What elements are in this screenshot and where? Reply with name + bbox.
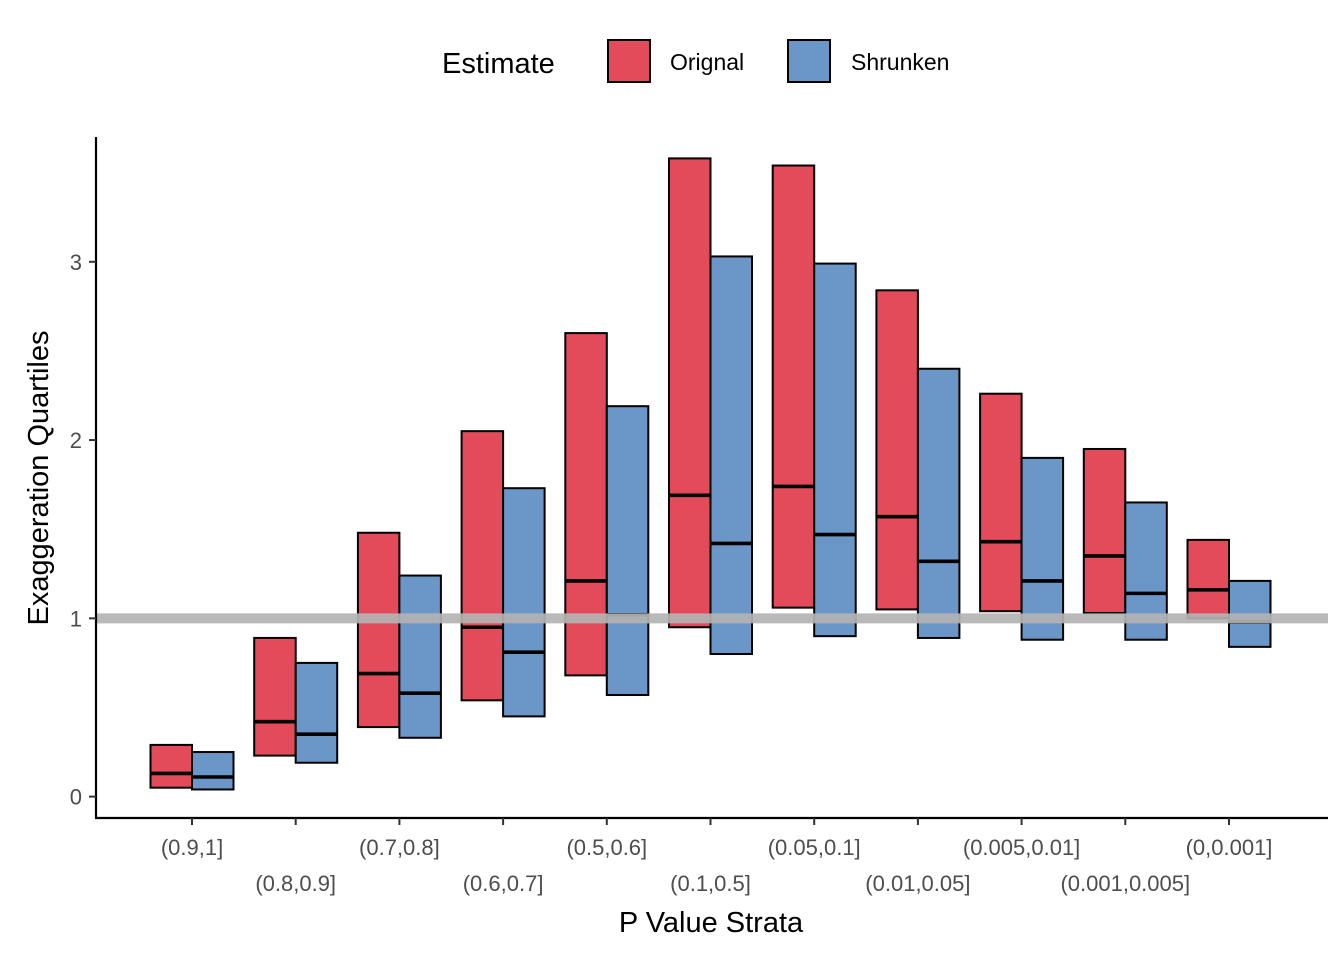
box-shrunken-4 xyxy=(605,405,650,696)
box-shrunken-3 xyxy=(502,487,546,718)
legend-label-shrunken: Shrunken xyxy=(851,49,949,75)
x-tick-label-9: (0.001,0.005] xyxy=(1060,871,1190,896)
box-orignal-6 xyxy=(771,164,816,609)
legend-swatch-orignal xyxy=(607,39,651,83)
box-orignal-9 xyxy=(1082,447,1127,614)
legend-swatch-shrunken xyxy=(787,39,831,83)
x-tick-label-1: (0.8,0.9] xyxy=(255,871,336,896)
box-orignal-1 xyxy=(253,636,297,757)
x-axis-title: P Value Strata xyxy=(619,907,804,939)
x-tick-label-7: (0.01,0.05] xyxy=(865,871,970,896)
x-tick-label-0: (0.9,1] xyxy=(161,835,223,860)
legend: Estimate Orignal Shrunken xyxy=(442,39,949,83)
x-tick-label-10: (0,0.001] xyxy=(1186,835,1273,860)
box-orignal-3 xyxy=(460,430,505,702)
box-orignal-2 xyxy=(356,531,401,729)
y-tick-label-1: 1 xyxy=(70,606,82,631)
box-orignal-8 xyxy=(979,392,1023,613)
x-tick-label-8: (0.005,0.01] xyxy=(963,835,1080,860)
box-shrunken-5 xyxy=(709,255,753,655)
x-tick-label-3: (0.6,0.7] xyxy=(463,871,544,896)
box-orignal-4 xyxy=(564,332,608,677)
y-axis-title: Exaggeration Quartiles xyxy=(23,331,55,626)
box-shrunken-6 xyxy=(813,262,857,638)
y-tick-label-2: 2 xyxy=(70,428,82,453)
boxes xyxy=(149,157,1272,791)
y-ticks: 0 1 2 3 xyxy=(70,250,96,810)
x-tick-label-2: (0.7,0.8] xyxy=(359,835,440,860)
box-orignal-7 xyxy=(875,289,919,611)
box-orignal-0 xyxy=(149,743,193,789)
x-tick-label-4: (0.5,0.6] xyxy=(566,835,647,860)
y-tick-label-0: 0 xyxy=(70,785,82,810)
box-shrunken-1 xyxy=(294,661,339,764)
legend-title: Estimate xyxy=(442,48,555,80)
y-tick-label-3: 3 xyxy=(70,250,82,275)
box-shrunken-7 xyxy=(916,367,961,639)
box-orignal-10 xyxy=(1186,538,1230,620)
box-shrunken-0 xyxy=(191,751,235,791)
x-ticks: (0.9,1] (0.8,0.9] (0.7,0.8] (0.6,0.7] (0.5,0… xyxy=(161,818,1273,896)
x-tick-label-5: (0.1,0.5] xyxy=(670,871,751,896)
box-shrunken-2 xyxy=(398,574,442,739)
x-tick-label-6: (0.05,0.1] xyxy=(768,835,861,860)
box-orignal-5 xyxy=(668,157,712,629)
box-shrunken-8 xyxy=(1020,456,1065,641)
legend-label-orignal: Orignal xyxy=(670,49,744,75)
